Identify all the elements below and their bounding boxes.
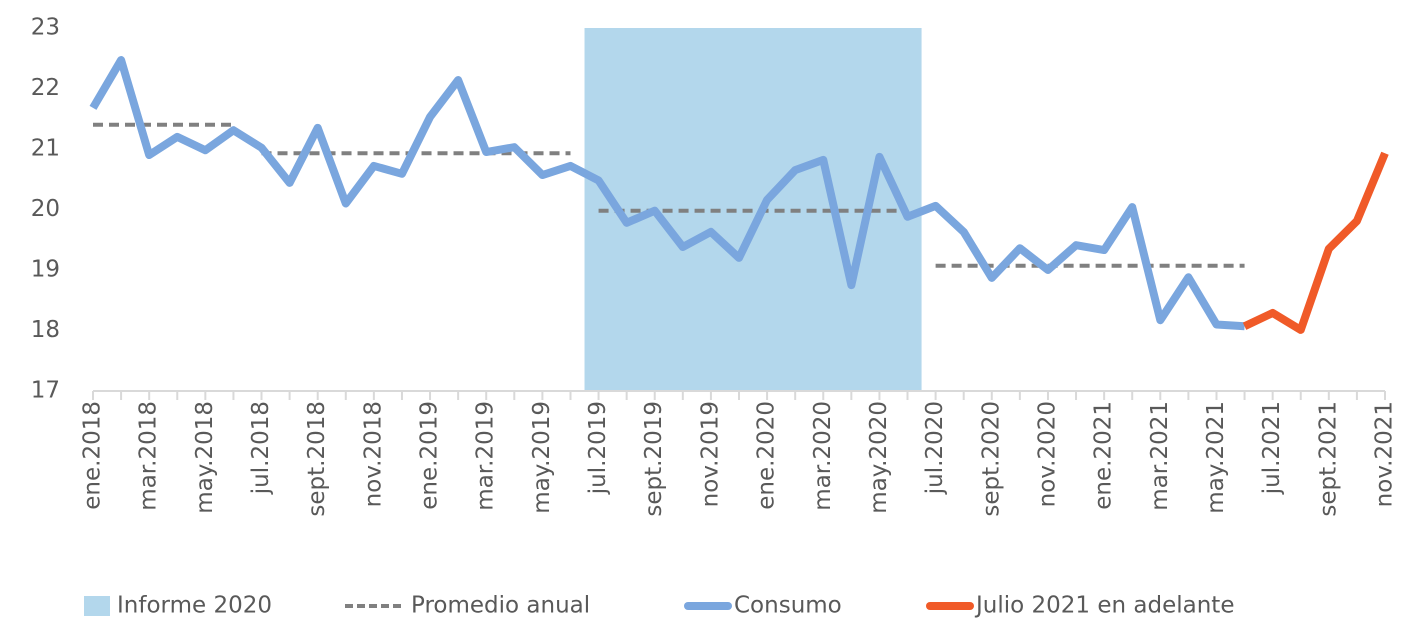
y-tick-label: 19 [31,257,60,283]
legend-label: Promedio anual [411,593,590,619]
x-tick-label: jul.2018 [248,401,274,495]
x-tick-label: nov.2018 [360,401,386,507]
x-tick-label: ene.2019 [417,401,443,510]
legend-label: Julio 2021 en adelante [974,593,1234,619]
x-tick-label: sept.2021 [1315,401,1341,517]
x-tick-label: jul.2019 [585,401,611,495]
series-line [1242,151,1389,334]
x-tick-label: nov.2021 [1372,401,1398,507]
y-tick-label: 18 [31,317,60,343]
x-tick-label: mar.2019 [473,401,499,511]
x-tick-label: may.2021 [1203,401,1229,514]
y-tick-label: 23 [31,15,60,41]
x-tick-label: mar.2018 [136,401,162,511]
y-tick-label: 22 [31,75,60,101]
x-tick-label: ene.2018 [80,401,106,510]
y-tick-label: 17 [31,378,60,404]
x-tick-label: sept.2019 [641,401,667,517]
x-tick-label: may.2020 [866,401,892,514]
x-tick-label: jul.2020 [922,401,948,495]
x-tick-label: may.2019 [529,401,555,514]
y-tick-label: 21 [31,136,60,162]
x-tick-label: jul.2021 [1259,401,1285,495]
legend-label: Informe 2020 [117,593,272,619]
y-tick-label: 20 [31,196,60,222]
x-tick-label: mar.2020 [810,401,836,511]
legend-swatch [84,596,110,616]
x-tick-label: nov.2020 [1034,401,1060,507]
series-line [89,56,1245,331]
x-tick-label: may.2018 [192,401,218,514]
x-tick-label: ene.2021 [1091,401,1117,510]
x-tick-label: sept.2020 [978,401,1004,517]
x-tick-label: mar.2021 [1147,401,1173,511]
x-tick-label: ene.2020 [754,401,780,510]
legend-label: Consumo [734,593,842,619]
x-tick-label: nov.2019 [697,401,723,507]
x-tick-label: sept.2018 [304,401,330,517]
